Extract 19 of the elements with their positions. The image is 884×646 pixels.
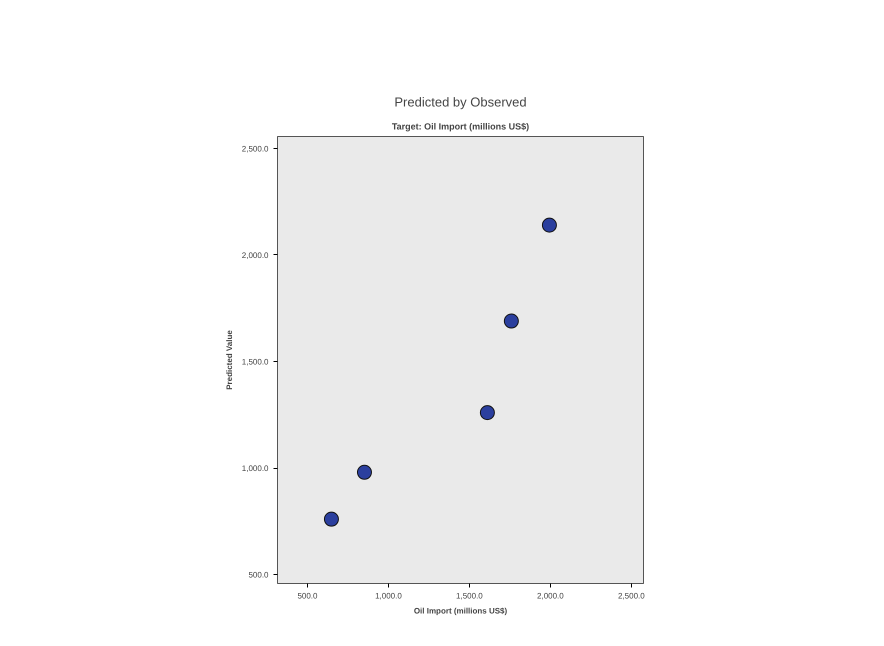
chart-subtitle: Target: Oil Import (millions US$) xyxy=(392,122,530,132)
y-tick-label: 1,500.0 xyxy=(242,357,270,366)
y-tick-label: 1,000.0 xyxy=(242,464,270,474)
x-tick-label: 1,000.0 xyxy=(375,592,402,600)
point xyxy=(504,314,519,328)
x-axis-title: Oil Import (millions US$) xyxy=(414,606,508,616)
y-tick-label: 500.0 xyxy=(248,570,270,580)
y-axis-title: Predicted Value xyxy=(224,330,234,390)
x-tick-label: 2,000.0 xyxy=(537,592,564,600)
point xyxy=(356,464,372,480)
x-tick-label: 1,500.0 xyxy=(456,592,484,600)
point xyxy=(480,405,495,420)
point xyxy=(324,512,339,527)
y-tick-label: 2,500.0 xyxy=(242,144,270,154)
x-tick-label: 500.0 xyxy=(297,592,318,600)
x-tick-label: 2,500.0 xyxy=(618,592,646,600)
chart-title: Predicted by Observed xyxy=(394,94,527,110)
point xyxy=(542,218,557,233)
y-tick-label: 2,000.0 xyxy=(242,250,270,260)
